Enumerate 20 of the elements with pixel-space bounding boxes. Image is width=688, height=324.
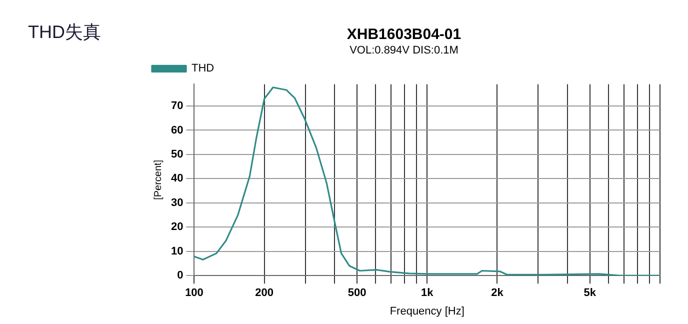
y-tick-label: 30	[170, 196, 184, 209]
legend-label: THD	[192, 62, 214, 75]
x-tick-label: 2k	[491, 287, 504, 300]
chart-subtitle: VOL:0.894V DIS:0.1M	[350, 44, 458, 57]
x-tick-label: 1k	[420, 287, 434, 300]
y-tick-label: 40	[170, 172, 184, 185]
x-tick-label: 200	[255, 287, 274, 300]
x-axis-title: Frequency [Hz]	[390, 305, 464, 318]
y-tick-label: 50	[170, 148, 184, 160]
x-tick-label: 500	[348, 287, 366, 300]
y-tick-label: 10	[170, 245, 184, 258]
y-tick-label: 60	[170, 124, 184, 136]
text: THD失真	[28, 22, 101, 42]
y-tick-label: 0	[177, 270, 184, 282]
y-axis-title: [Percent]	[152, 160, 164, 200]
chart-title: XHB1603B04-01	[346, 26, 462, 44]
y-tick-label: 20	[170, 221, 184, 234]
x-tick-label: 100	[185, 287, 204, 300]
y-tick-label: 70	[170, 100, 184, 112]
x-tick-label: 5k	[584, 287, 597, 300]
